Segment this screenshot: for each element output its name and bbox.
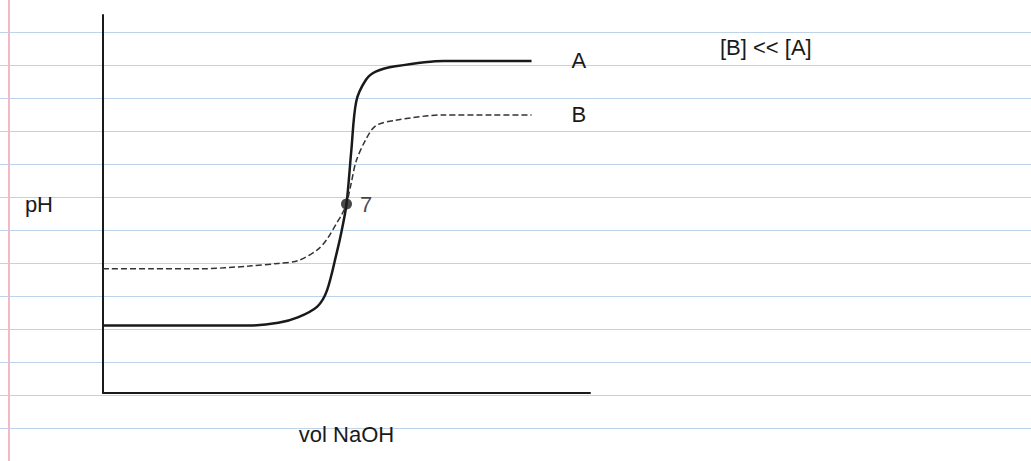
svg-text:7: 7 <box>360 192 372 217</box>
svg-text:A: A <box>572 48 587 73</box>
svg-text:vol NaOH: vol NaOH <box>299 422 394 447</box>
svg-text:pH: pH <box>25 192 53 217</box>
svg-text:[B] << [A]: [B] << [A] <box>720 35 812 60</box>
svg-text:B: B <box>572 102 587 127</box>
